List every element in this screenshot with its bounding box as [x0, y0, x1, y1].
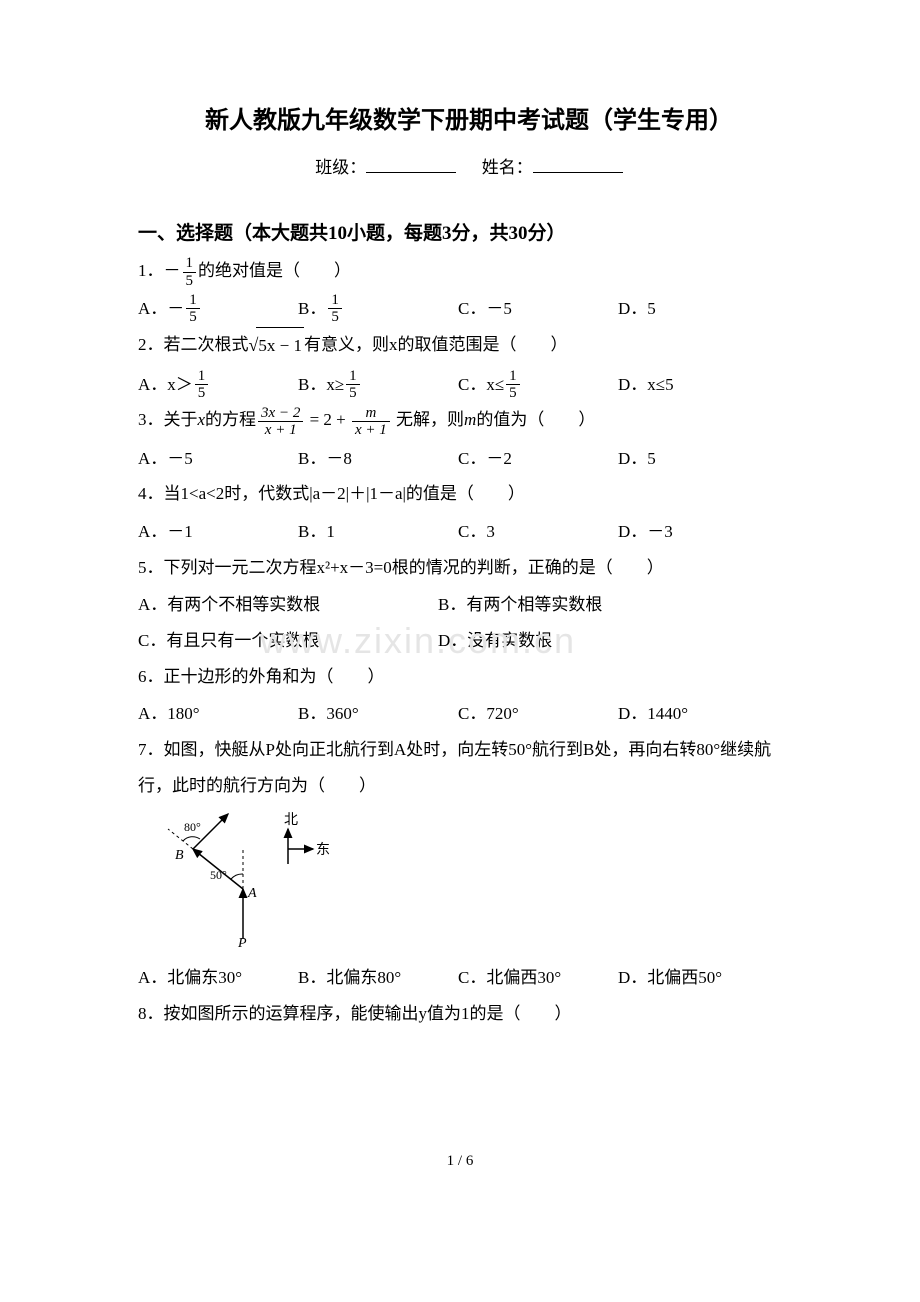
q5-c: C．有且只有一个实数根 [138, 623, 438, 659]
q4-b: B．1 [298, 514, 458, 550]
q3-options: A．－5 B．－8 C．－2 D．5 [138, 441, 800, 477]
q2-num: 2． [138, 335, 164, 354]
q1-options: A．－15 B．15 C．－5 D．5 [138, 291, 800, 327]
q7-options: A．北偏东30° B．北偏东80° C．北偏西30° D．北偏西50° [138, 960, 800, 996]
q4-a: A．－1 [138, 514, 298, 550]
q2-pre: 若二次根式 [164, 335, 249, 354]
q8: 8．按如图所示的运算程序，能使输出y值为1的是（ ） [138, 996, 800, 1032]
q2-a: A．x＞15 [138, 367, 298, 403]
q2-c: C．x≤15 [458, 367, 618, 403]
q6: 6．正十边形的外角和为（ ） [138, 659, 800, 695]
q7: 7．如图，快艇从P处向正北航行到A处时，向左转50°航行到B处，再向右转80°继… [138, 732, 800, 803]
q1-d: D．5 [618, 291, 778, 327]
q5-options: A．有两个不相等实数根 B．有两个相等实数根 C．有且只有一个实数根 D．没有实… [138, 587, 800, 658]
q3-num: 3． [138, 410, 164, 429]
q2: 2．若二次根式√5x − 1有意义，则x的取值范围是（ ） [138, 327, 800, 365]
svg-text:B: B [175, 848, 184, 863]
q1-b: B．15 [298, 291, 458, 327]
header-fields: 班级： 姓名： [138, 153, 800, 178]
svg-text:80°: 80° [184, 820, 201, 834]
q2-d: D．x≤5 [618, 367, 778, 403]
svg-text:A: A [247, 886, 257, 901]
q2-b: B．x≥15 [298, 367, 458, 403]
q5-a: A．有两个不相等实数根 [138, 587, 438, 623]
q5-d: D．没有实数根 [438, 623, 738, 659]
q6-c: C．720° [458, 696, 618, 732]
q6-b: B．360° [298, 696, 458, 732]
q7-d: D．北偏西50° [618, 960, 778, 996]
q3: 3．关于x的方程3x − 2x + 1 = 2 + mx + 1 无解，则m的值… [138, 402, 800, 438]
q4-c: C．3 [458, 514, 618, 550]
q6-options: A．180° B．360° C．720° D．1440° [138, 696, 800, 732]
svg-text:50°: 50° [210, 868, 227, 882]
sqrt-icon: √5x − 1 [249, 327, 304, 365]
q1-c: C．－5 [458, 291, 618, 327]
q1-frac: 15 [183, 255, 197, 289]
q7-a: A．北偏东30° [138, 960, 298, 996]
q4-options: A．－1 B．1 C．3 D．－3 [138, 514, 800, 550]
q7-diagram: 北 东 B A P 80° 50° [148, 809, 800, 954]
q3-b: B．－8 [298, 441, 458, 477]
page-number: 1 / 6 [0, 1153, 920, 1170]
q3-c: C．－2 [458, 441, 618, 477]
page-title: 新人教版九年级数学下册期中考试题（学生专用） [138, 100, 800, 135]
q5: 5．下列对一元二次方程x²+x－3=0根的情况的判断，正确的是（ ） [138, 550, 800, 586]
q2-options: A．x＞15 B．x≥15 C．x≤15 D．x≤5 [138, 367, 800, 403]
name-blank [533, 155, 623, 173]
q7-c: C．北偏西30° [458, 960, 618, 996]
q4: 4．当1<a<2时，代数式|a－2|＋|1－a|的值是（ ） [138, 476, 800, 512]
q6-a: A．180° [138, 696, 298, 732]
q4-d: D．－3 [618, 514, 778, 550]
section-title: 一、选择题（本大题共10小题，每题3分，共30分） [138, 218, 800, 245]
q1-pre: － [164, 261, 181, 280]
q5-b: B．有两个相等实数根 [438, 587, 738, 623]
q3-d: D．5 [618, 441, 778, 477]
class-label: 班级： [315, 158, 366, 177]
q3-frac1: 3x − 2x + 1 [258, 405, 303, 439]
q7-b: B．北偏东80° [298, 960, 458, 996]
q2-post: 有意义，则x的取值范围是（ ） [304, 335, 568, 354]
svg-text:北: 北 [284, 812, 298, 828]
svg-text:P: P [237, 936, 247, 949]
q3-a: A．－5 [138, 441, 298, 477]
svg-text:东: 东 [316, 842, 330, 858]
q1-num: 1． [138, 261, 164, 280]
q1-post: 的绝对值是（ ） [198, 261, 351, 280]
name-label: 姓名： [482, 158, 533, 177]
q1-a: A．－15 [138, 291, 298, 327]
q3-frac2: mx + 1 [352, 405, 390, 439]
class-blank [366, 155, 456, 173]
navigation-diagram-icon: 北 东 B A P 80° 50° [148, 809, 338, 949]
q6-d: D．1440° [618, 696, 778, 732]
q1: 1．－15的绝对值是（ ） [138, 253, 800, 289]
